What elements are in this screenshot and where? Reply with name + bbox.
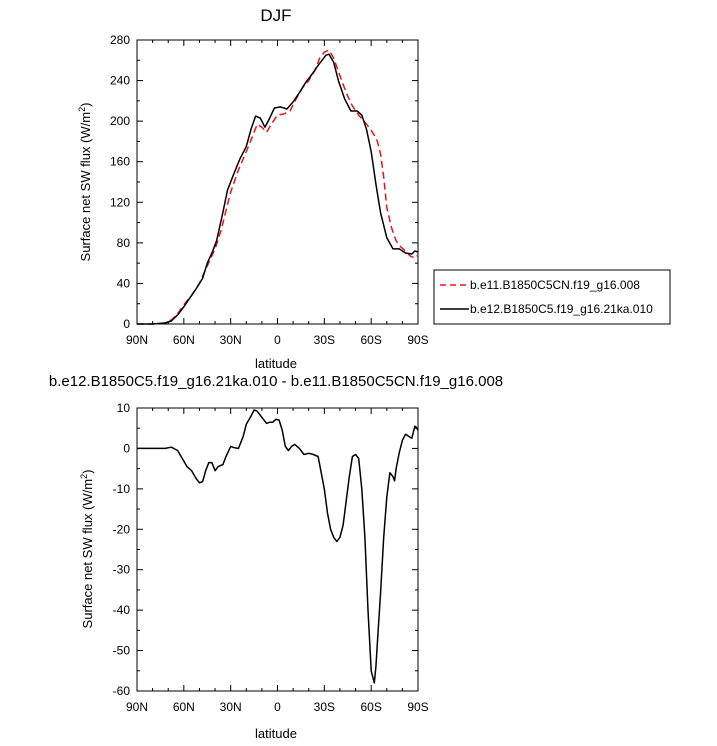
bottom-y-tick-label: -60 xyxy=(113,684,131,698)
bottom-x-tick-label: 90N xyxy=(126,700,148,714)
bottom-x-tick-label: 60S xyxy=(360,700,381,714)
top-y-tick-label: 0 xyxy=(123,317,130,331)
bottom-chart-title: b.e12.B1850C5.f19_g16.21ka.010 - b.e11.B… xyxy=(49,373,503,390)
top-x-tick-label: 60S xyxy=(360,333,381,347)
bottom-y-tick-label: -40 xyxy=(113,603,131,617)
top-y-tick-label: 40 xyxy=(117,276,131,290)
legend: b.e11.B1850C5CN.f19_g16.008 b.e12.B1850C… xyxy=(433,269,671,325)
top-series-line-0 xyxy=(137,49,419,325)
top-x-tick-label: 30S xyxy=(314,333,335,347)
bottom-y-axis-label: Surface net SW flux (W/m2) xyxy=(79,470,95,629)
bottom-x-tick-label: 30N xyxy=(220,700,242,714)
bottom-y-tick-label: -10 xyxy=(113,482,131,496)
top-y-tick-label: 240 xyxy=(110,74,130,88)
bottom-x-tick-label: 30S xyxy=(314,700,335,714)
top-y-axis-label: Surface net SW flux (W/m2) xyxy=(77,103,93,262)
top-x-tick-label: 60N xyxy=(173,333,195,347)
bottom-panel: b.e12.B1850C5.f19_g16.21ka.010 - b.e11.B… xyxy=(49,373,503,741)
top-plot-area: 0 40 80 120 160 200 240 280 90N 60N 30N 0 30S 60S 90S xyxy=(110,33,429,347)
top-y-tick-label: 80 xyxy=(117,236,131,250)
bottom-y-tick-label: -30 xyxy=(113,563,131,577)
bottom-plot-frame xyxy=(136,407,419,692)
bottom-series-line-0 xyxy=(137,409,419,684)
top-x-tick-label: 30N xyxy=(220,333,242,347)
top-y-tick-label: 200 xyxy=(110,114,130,128)
top-y-tick-label: 280 xyxy=(110,33,130,47)
bottom-y-tick-label: 10 xyxy=(117,401,131,415)
top-chart-title: DJF xyxy=(260,6,291,25)
bottom-y-tick-label: -50 xyxy=(113,644,131,658)
bottom-x-tick-label: 0 xyxy=(274,700,281,714)
bottom-y-tick-label: 0 xyxy=(123,441,130,455)
top-y-tick-label: 120 xyxy=(110,195,130,209)
top-x-tick-label: 90N xyxy=(126,333,148,347)
top-panel: DJF 0 40 80 120 160 200 240 280 90N 60N 30N 0 30S 60S… xyxy=(77,6,671,371)
legend-label-e12: b.e12.B1850C5.f19_g16.21ka.010 xyxy=(470,302,653,316)
bottom-y-tick-label: -20 xyxy=(113,522,131,536)
bottom-x-tick-label: 60N xyxy=(173,700,195,714)
top-y-tick-label: 160 xyxy=(110,155,130,169)
top-x-tick-label: 90S xyxy=(407,333,428,347)
top-x-tick-label: 0 xyxy=(274,333,281,347)
top-x-axis-label: latitude xyxy=(255,356,297,371)
bottom-x-axis-label: latitude xyxy=(255,726,297,741)
bottom-x-tick-label: 90S xyxy=(407,700,428,714)
legend-box xyxy=(433,269,671,325)
top-series-line-1 xyxy=(137,53,419,325)
bottom-plot-area: -60 -50 -40 -30 -20 -10 0 10 90N 60N 30N 0 30S 60S 90S xyxy=(113,401,429,714)
legend-label-e11: b.e11.B1850C5CN.f19_g16.008 xyxy=(470,278,640,292)
